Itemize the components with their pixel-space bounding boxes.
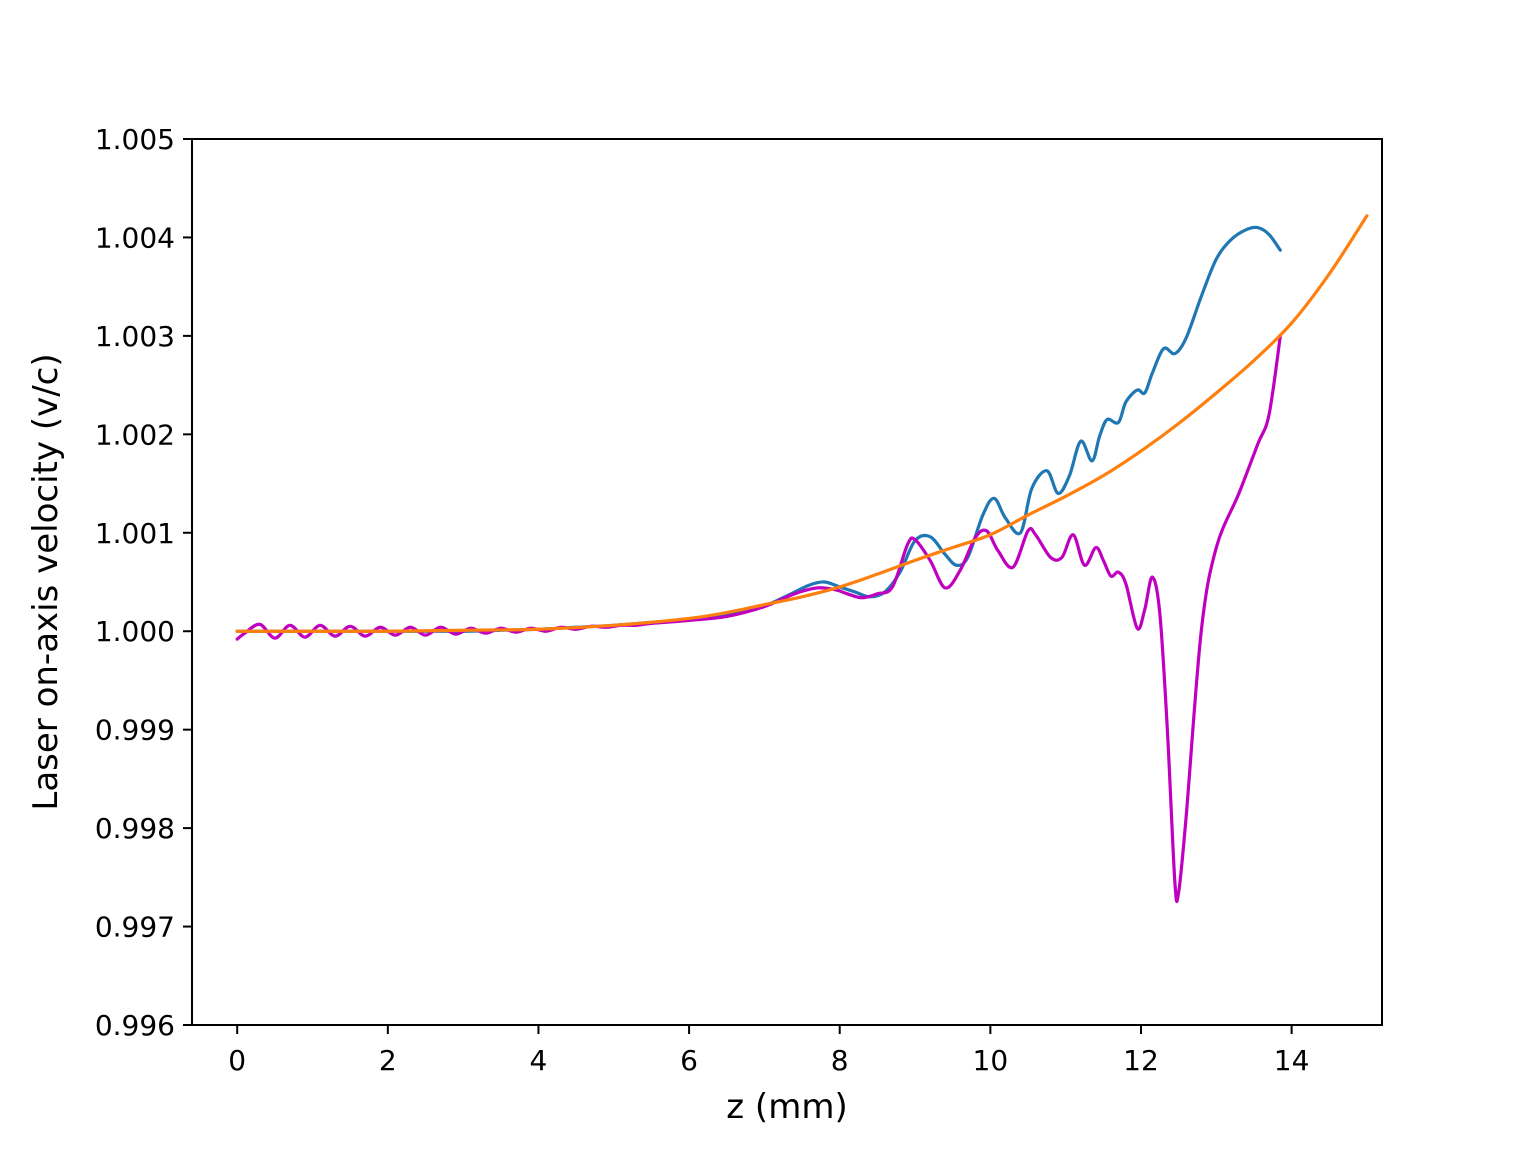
y-tick-label: 1.005	[95, 123, 175, 156]
series-line-3	[235, 214, 1369, 633]
x-axis: 0 2 4 6 8 10 12 14	[228, 1025, 1309, 1077]
series-line-2	[235, 334, 1282, 904]
y-tick-label: 0.997	[95, 911, 175, 944]
x-tick-label: 8	[831, 1044, 849, 1077]
y-tick-label: 1.004	[95, 221, 175, 254]
y-tick-label: 1.001	[95, 517, 175, 550]
y-tick-label: 1.003	[95, 320, 175, 353]
x-tick-label: 0	[228, 1044, 246, 1077]
y-tick-label: 0.996	[95, 1009, 175, 1042]
x-axis-label: z (mm)	[726, 1087, 847, 1127]
y-tick-label: 0.999	[95, 714, 175, 747]
y-tick-label: 1.002	[95, 418, 175, 451]
y-tick-label: 0.998	[95, 812, 175, 845]
y-axis: 0.996 0.997 0.998 0.999 1.000 1.001 1.002 1.003…	[95, 123, 192, 1042]
x-tick-label: 2	[379, 1044, 397, 1077]
x-tick-label: 6	[680, 1044, 698, 1077]
y-tick-label: 1.000	[95, 615, 175, 648]
x-tick-label: 4	[530, 1044, 548, 1077]
plot-frame	[191, 138, 1383, 1026]
y-axis-label: Laser on-axis velocity (v/c)	[26, 353, 66, 810]
x-tick-label: 14	[1274, 1044, 1310, 1077]
series-layer	[235, 214, 1369, 904]
x-tick-label: 10	[973, 1044, 1009, 1077]
x-tick-label: 12	[1123, 1044, 1159, 1077]
